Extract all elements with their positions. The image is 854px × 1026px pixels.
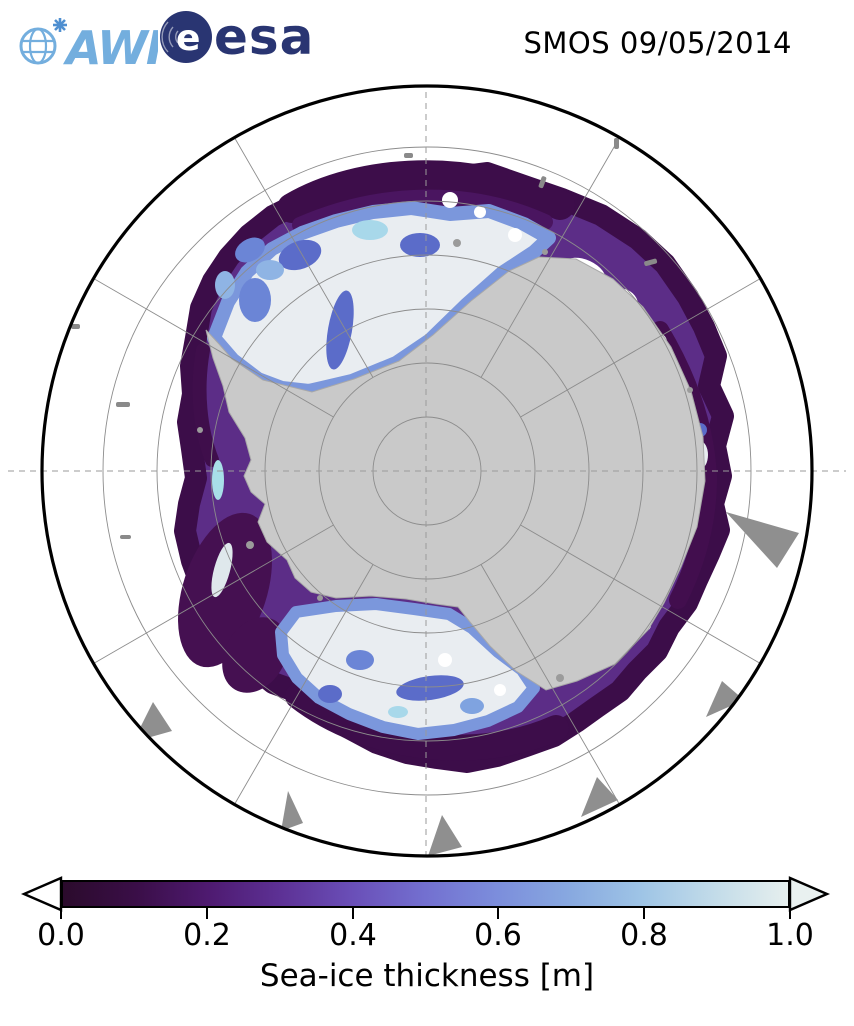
svg-text:e: e bbox=[176, 18, 200, 59]
colorbar-tick-label: 0.4 bbox=[329, 918, 377, 953]
colorbar-tick-label: 0.8 bbox=[620, 918, 668, 953]
colorbar-label: Sea-ice thickness [m] bbox=[259, 958, 595, 994]
boundary-land-wedges bbox=[133, 512, 799, 855]
dashed-crosshair bbox=[8, 92, 846, 856]
colorbar-tickmark bbox=[60, 908, 62, 919]
antarctic-sea-ice-map bbox=[8, 84, 846, 858]
awi-star-icon bbox=[53, 18, 67, 32]
colorbar-under-arrow bbox=[20, 876, 63, 912]
awi-globe-icon bbox=[19, 27, 57, 65]
colorbar-tick-label: 0.0 bbox=[37, 918, 85, 953]
colorbar-tick-label: 0.2 bbox=[183, 918, 231, 953]
colorbar-tickmark bbox=[497, 908, 499, 919]
esa-logo: e esa bbox=[160, 8, 314, 66]
header: AWI e esa SMOS 09/05/2014 bbox=[0, 0, 854, 80]
map-boundary-circle bbox=[40, 84, 814, 858]
awi-logo: AWI bbox=[19, 18, 158, 75]
colorbar-tickmark bbox=[789, 908, 791, 919]
colorbar-tickmark bbox=[206, 908, 208, 919]
colorbar-tick-label: 1.0 bbox=[766, 918, 814, 953]
colorbar-tick-label: 0.6 bbox=[474, 918, 522, 953]
colorbar-tickmark bbox=[643, 908, 645, 919]
colorbar-gradient bbox=[61, 880, 790, 908]
esa-logo-text: esa bbox=[214, 8, 314, 66]
plot-title: SMOS 09/05/2014 bbox=[523, 26, 792, 60]
colorbar-over-arrow bbox=[788, 876, 831, 912]
colorbar-tickmark bbox=[352, 908, 354, 919]
esa-sphere-icon: e bbox=[160, 11, 212, 63]
awi-logo-text: AWI bbox=[63, 21, 158, 75]
coast-detail-specks bbox=[197, 239, 693, 682]
